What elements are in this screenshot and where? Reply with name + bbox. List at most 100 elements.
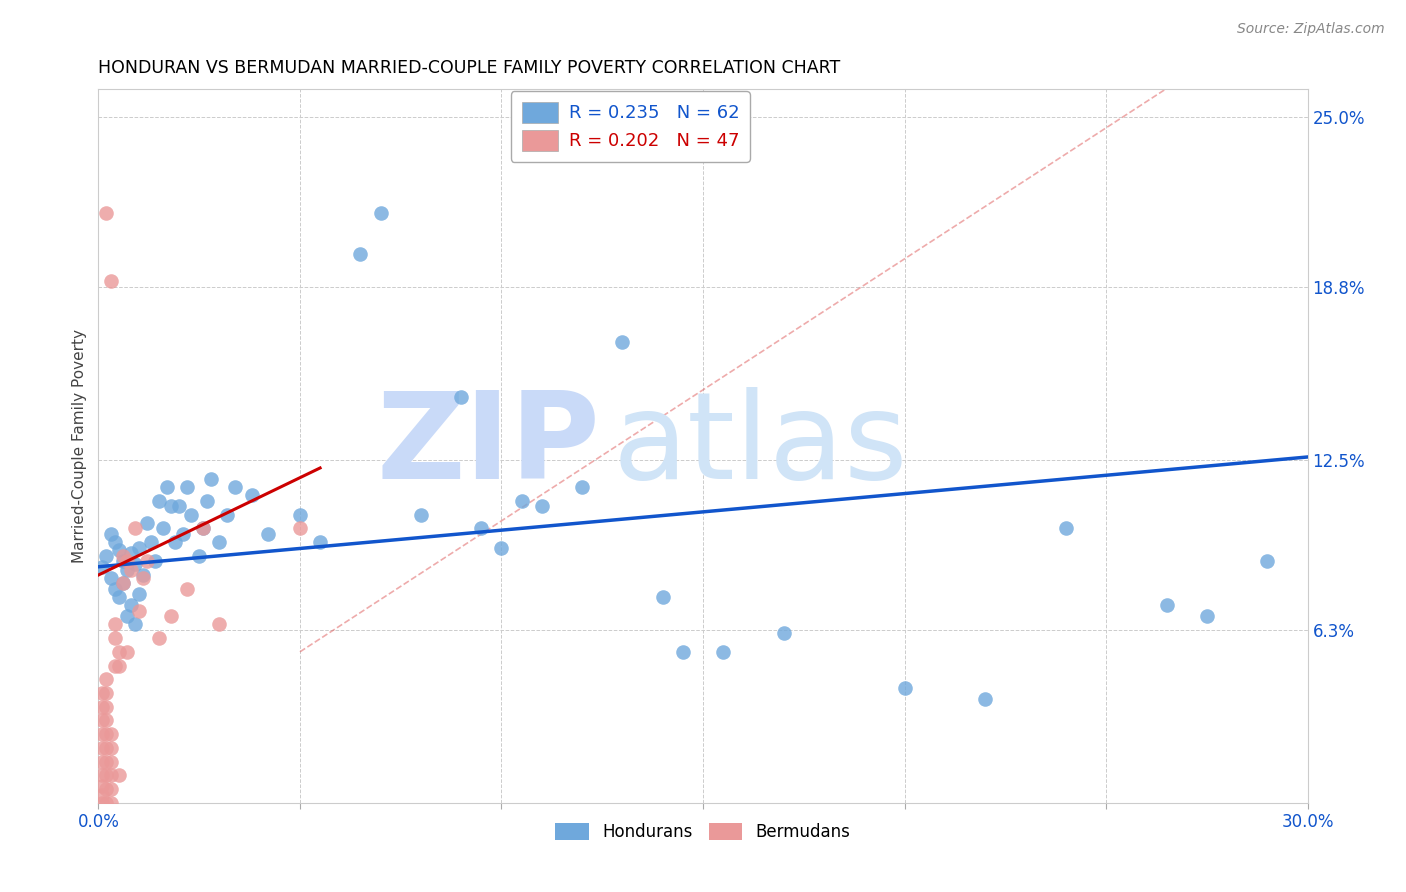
Point <box>100 274 122 288</box>
Point <box>200 472 222 486</box>
Point <box>135 516 157 530</box>
Point <box>160 609 183 624</box>
Point <box>143 554 166 568</box>
Point <box>193 521 215 535</box>
Point <box>288 508 311 522</box>
Point <box>103 617 125 632</box>
Point <box>530 500 553 514</box>
Point <box>103 658 125 673</box>
Point <box>120 598 142 612</box>
Point <box>91 714 114 728</box>
Point <box>491 541 513 555</box>
Text: ZIP: ZIP <box>377 387 600 505</box>
Point <box>612 334 634 349</box>
Point <box>1156 598 1178 612</box>
Point <box>107 590 129 604</box>
Point <box>107 543 129 558</box>
Point <box>91 768 114 782</box>
Point <box>370 205 392 219</box>
Point <box>156 480 179 494</box>
Text: HONDURAN VS BERMUDAN MARRIED-COUPLE FAMILY POVERTY CORRELATION CHART: HONDURAN VS BERMUDAN MARRIED-COUPLE FAMI… <box>98 59 841 77</box>
Point <box>409 508 432 522</box>
Point <box>893 681 915 695</box>
Point <box>124 521 146 535</box>
Point <box>100 526 122 541</box>
Point <box>1195 609 1218 624</box>
Point <box>103 582 125 596</box>
Point <box>115 554 138 568</box>
Point <box>96 549 118 563</box>
Point <box>651 590 673 604</box>
Point <box>100 755 122 769</box>
Point <box>111 576 134 591</box>
Point <box>152 521 174 535</box>
Point <box>240 488 263 502</box>
Point <box>107 768 129 782</box>
Point <box>772 625 794 640</box>
Point <box>111 576 134 591</box>
Point <box>100 727 122 741</box>
Point <box>176 480 198 494</box>
Point <box>111 554 134 568</box>
Point <box>217 508 239 522</box>
Point <box>167 500 190 514</box>
Point <box>96 699 118 714</box>
Point <box>510 494 533 508</box>
Point <box>208 535 231 549</box>
Point <box>96 740 118 755</box>
Point <box>180 508 202 522</box>
Point <box>176 582 198 596</box>
Point <box>115 562 138 576</box>
Point <box>711 645 734 659</box>
Point <box>103 535 125 549</box>
Point <box>128 587 150 601</box>
Point <box>103 631 125 645</box>
Point <box>107 658 129 673</box>
Point <box>96 782 118 797</box>
Point <box>96 686 118 700</box>
Point <box>91 796 114 810</box>
Point <box>91 780 114 794</box>
Point <box>470 521 492 535</box>
Point <box>96 714 118 728</box>
Point <box>100 571 122 585</box>
Point <box>208 617 231 632</box>
Point <box>163 535 186 549</box>
Point <box>224 480 246 494</box>
Text: atlas: atlas <box>613 387 908 505</box>
Legend: Hondurans, Bermudans: Hondurans, Bermudans <box>548 816 858 848</box>
Point <box>100 796 122 810</box>
Point <box>309 535 332 549</box>
Point <box>135 554 157 568</box>
Point <box>91 686 114 700</box>
Point <box>128 541 150 555</box>
Point <box>672 645 695 659</box>
Point <box>120 546 142 560</box>
Point <box>124 617 146 632</box>
Point <box>96 796 118 810</box>
Point <box>256 526 278 541</box>
Point <box>100 782 122 797</box>
Point <box>132 571 155 585</box>
Point <box>96 755 118 769</box>
Point <box>91 699 114 714</box>
Point <box>148 494 170 508</box>
Point <box>188 549 211 563</box>
Point <box>91 755 114 769</box>
Point <box>115 609 138 624</box>
Point <box>96 673 118 687</box>
Point <box>100 768 122 782</box>
Point <box>571 480 593 494</box>
Point <box>288 521 311 535</box>
Point <box>128 604 150 618</box>
Point <box>107 645 129 659</box>
Point <box>172 526 194 541</box>
Point <box>132 568 155 582</box>
Point <box>91 788 114 802</box>
Point <box>974 691 997 706</box>
Point <box>450 390 472 404</box>
Point <box>195 494 218 508</box>
Point <box>120 562 142 576</box>
Point <box>96 768 118 782</box>
Point <box>124 557 146 571</box>
